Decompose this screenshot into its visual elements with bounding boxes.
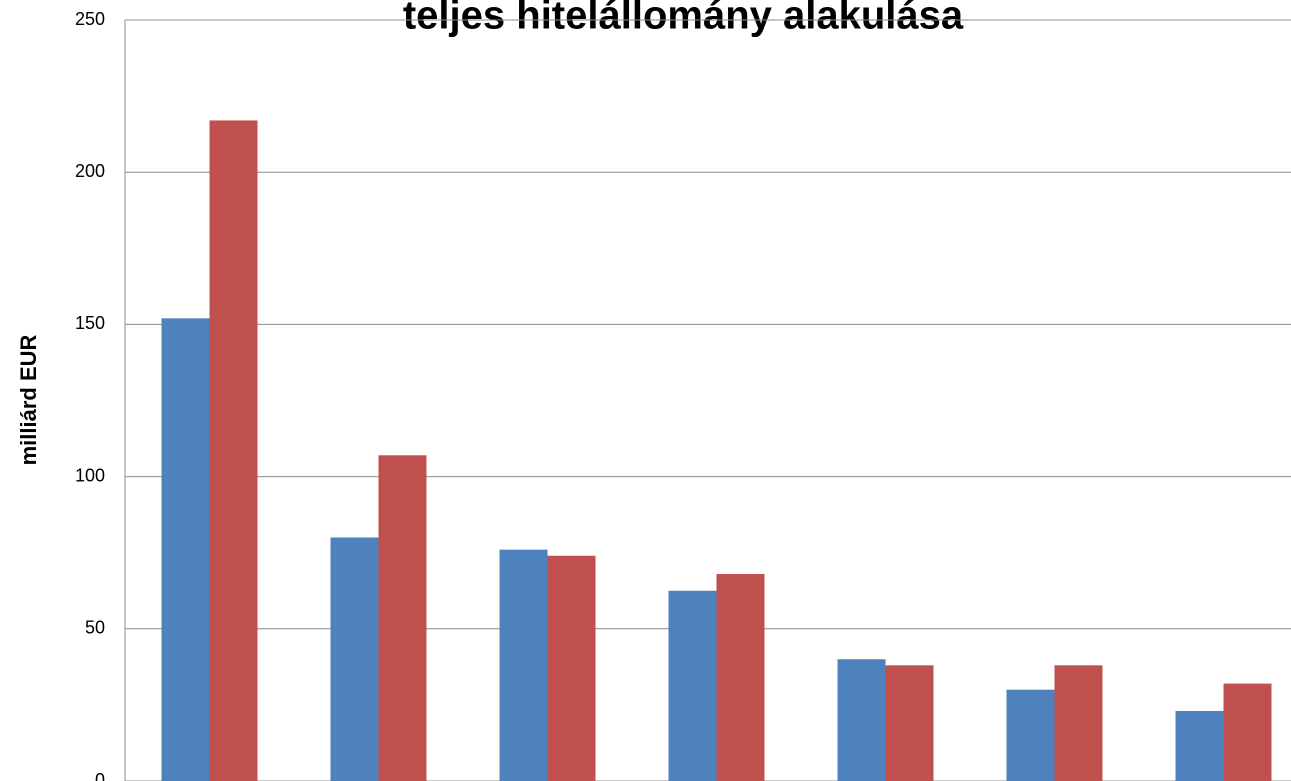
y-tick-label: 0	[95, 770, 105, 781]
bar	[499, 549, 548, 781]
y-tick-label: 50	[85, 618, 105, 638]
bar	[1054, 665, 1103, 781]
bar	[837, 659, 886, 781]
bar	[716, 574, 765, 781]
bar	[378, 455, 427, 781]
bar	[1175, 710, 1224, 781]
y-tick-label: 100	[75, 465, 105, 485]
bar	[668, 590, 717, 781]
y-tick-label: 200	[75, 161, 105, 181]
bar	[161, 318, 210, 781]
y-axis-label: milliárd EUR	[16, 334, 41, 465]
bar	[885, 665, 934, 781]
chart-title: teljes hitelállomány alakulása	[403, 0, 964, 38]
bar	[330, 537, 379, 781]
bar	[209, 120, 258, 781]
y-tick-label: 250	[75, 9, 105, 29]
bar	[1223, 683, 1272, 781]
bar	[1006, 689, 1055, 781]
bar	[547, 555, 596, 781]
y-tick-label: 150	[75, 313, 105, 333]
